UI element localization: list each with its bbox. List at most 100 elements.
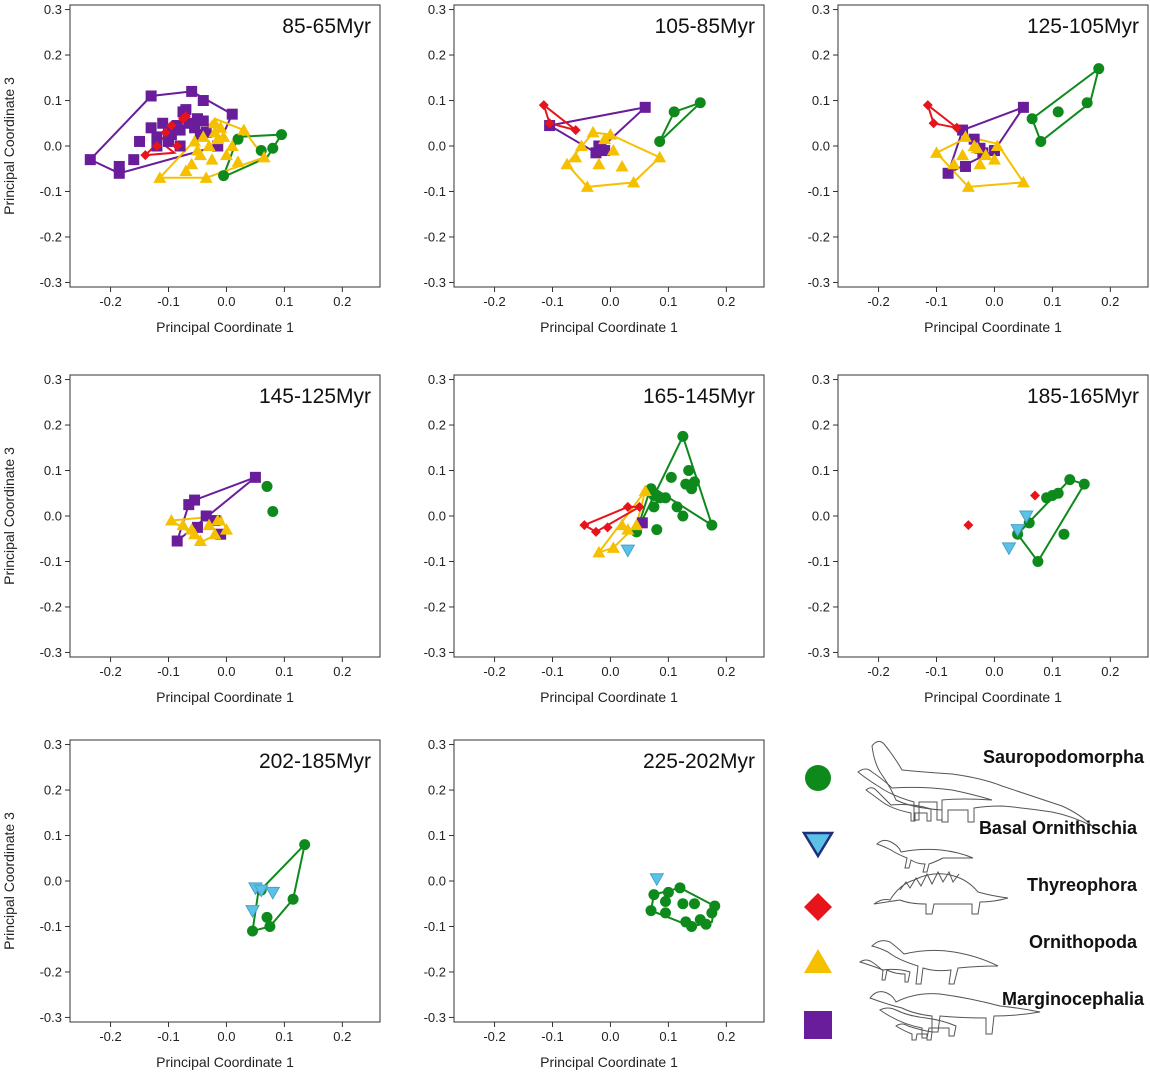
y-axis-label: Principal Coordinate 3	[1, 77, 17, 215]
point-ornithopoda	[193, 148, 207, 161]
y-tick-label: 0.1	[44, 93, 62, 108]
point-ornithopoda	[257, 150, 271, 163]
point-thyreophora	[538, 100, 549, 111]
point-ornithopoda	[627, 175, 641, 188]
x-tick-label: -0.1	[541, 664, 563, 679]
y-tick-label: -0.1	[808, 184, 830, 199]
point-thyreophora	[166, 120, 177, 131]
x-axis-label: Principal Coordinate 1	[540, 1054, 678, 1070]
point-basal-ornithischia	[1001, 542, 1017, 556]
x-tick-label: -0.1	[157, 294, 179, 309]
point-sauropodomorpha	[247, 925, 259, 937]
x-axis-label: Principal Coordinate 1	[924, 689, 1062, 705]
point-marginocephalia	[171, 535, 183, 547]
basal-ornithischian-silhouette	[876, 839, 974, 873]
panel-title: 185-165Myr	[1027, 385, 1139, 408]
point-ornithopoda	[176, 518, 190, 531]
point-marginocephalia	[151, 131, 163, 143]
legend-label-marginocephalia: Marginocephalia	[1002, 989, 1145, 1009]
point-basal-ornithischia	[620, 544, 636, 558]
point-thyreophora	[622, 501, 633, 512]
y-tick-label: 0.3	[44, 2, 62, 17]
point-marginocephalia	[180, 104, 192, 116]
point-ornithopoda	[1016, 175, 1030, 188]
point-ornithopoda	[237, 123, 251, 136]
point-ornithopoda	[621, 523, 635, 535]
panel-title: 225-202Myr	[643, 750, 755, 773]
y-tick-label: 0.1	[812, 463, 830, 478]
plot-frame	[837, 374, 1149, 658]
legend-label-ornithopoda: Ornithopoda	[1029, 932, 1138, 952]
y-tick-label: -0.1	[40, 919, 62, 934]
y-tick-label: 0.0	[812, 509, 830, 524]
point-ornithopoda	[615, 518, 629, 531]
hull-sauropodomorpha	[658, 101, 701, 143]
panel-title: 105-85Myr	[655, 15, 755, 38]
x-axis-label: Principal Coordinate 1	[540, 319, 678, 335]
point-sauropodomorpha	[700, 918, 712, 930]
y-axis-label: Principal Coordinate 3	[1, 812, 17, 950]
x-tick-label: 0.1	[659, 1029, 677, 1044]
y-tick-label: 0.0	[812, 139, 830, 154]
x-tick-label: -0.2	[483, 294, 505, 309]
x-axis-label: Principal Coordinate 1	[156, 319, 294, 335]
x-tick-label: -0.1	[925, 664, 947, 679]
point-ornithopoda	[606, 541, 620, 553]
point-marginocephalia	[145, 90, 157, 102]
point-marginocephalia	[590, 147, 602, 159]
thyreophoran-silhouette	[873, 870, 1009, 915]
point-marginocephalia	[599, 145, 611, 157]
y-tick-label: -0.1	[808, 554, 830, 569]
y-tick-label: 0.0	[44, 509, 62, 524]
point-sauropodomorpha	[1052, 106, 1064, 118]
point-thyreophora	[590, 526, 601, 537]
point-sauropodomorpha	[1026, 113, 1038, 125]
y-tick-label: 0.3	[428, 372, 446, 387]
point-thyreophora	[963, 520, 974, 531]
y-tick-label: -0.1	[424, 184, 446, 199]
y-tick-label: -0.2	[40, 599, 62, 614]
point-sauropodomorpha	[299, 839, 311, 851]
point-thyreophora	[928, 118, 939, 129]
y-tick-label: 0.2	[44, 783, 62, 798]
y-tick-label: -0.2	[424, 229, 446, 244]
point-sauropodomorpha	[688, 476, 700, 488]
panel-1: 0.3 0.2 0.1 0.0 -0.1 -0.2 -0.3 -0.2 -0.1 0.0 0.1 0.…	[1, 2, 381, 335]
y-tick-label: 0.2	[428, 48, 446, 63]
point-sauropodomorpha	[671, 501, 683, 513]
panel-7: 0.3 0.2 0.1 0.0 -0.1 -0.2 -0.3 -0.2 -0.1 0.0 0.1 0.…	[1, 737, 381, 1070]
x-tick-label: 0.0	[985, 294, 1003, 309]
x-axis-label: Principal Coordinate 1	[924, 319, 1062, 335]
panel-title: 165-145Myr	[643, 385, 755, 408]
y-tick-label: -0.3	[808, 275, 830, 290]
point-thyreophora	[1030, 490, 1041, 501]
panel-8: 0.3 0.2 0.1 0.0 -0.1 -0.2 -0.3 -0.2 -0.1 0.0 0.1 0.…	[424, 737, 765, 1070]
y-tick-label: 0.3	[428, 737, 446, 752]
plot-frame	[453, 739, 765, 1023]
point-basal-ornithischia	[649, 873, 665, 887]
point-ornithopoda	[979, 148, 993, 161]
point-marginocephalia	[183, 117, 195, 129]
point-sauropodomorpha	[1064, 474, 1076, 486]
point-ornithopoda	[973, 157, 987, 170]
point-sauropodomorpha	[668, 106, 680, 118]
point-sauropodomorpha	[677, 430, 689, 442]
point-basal-ornithischia	[253, 884, 269, 898]
y-tick-label: 0.3	[44, 372, 62, 387]
x-tick-label: -0.2	[99, 664, 121, 679]
y-tick-label: 0.0	[428, 509, 446, 524]
point-sauropodomorpha	[232, 133, 244, 145]
point-ornithopoda	[185, 157, 199, 170]
point-basal-ornithischia	[1010, 524, 1025, 538]
point-marginocephalia	[163, 135, 175, 147]
x-tick-label: 0.2	[717, 1029, 735, 1044]
legend-symbol-basal-ornithischia	[801, 831, 835, 859]
point-thyreophora	[160, 127, 171, 138]
y-tick-label: 0.2	[428, 783, 446, 798]
point-ornithopoda	[653, 150, 667, 163]
y-tick-label: 0.1	[428, 463, 446, 478]
point-marginocephalia	[189, 494, 201, 506]
x-tick-label: -0.1	[541, 294, 563, 309]
point-marginocephalia	[174, 124, 186, 136]
x-tick-label: -0.2	[483, 664, 505, 679]
